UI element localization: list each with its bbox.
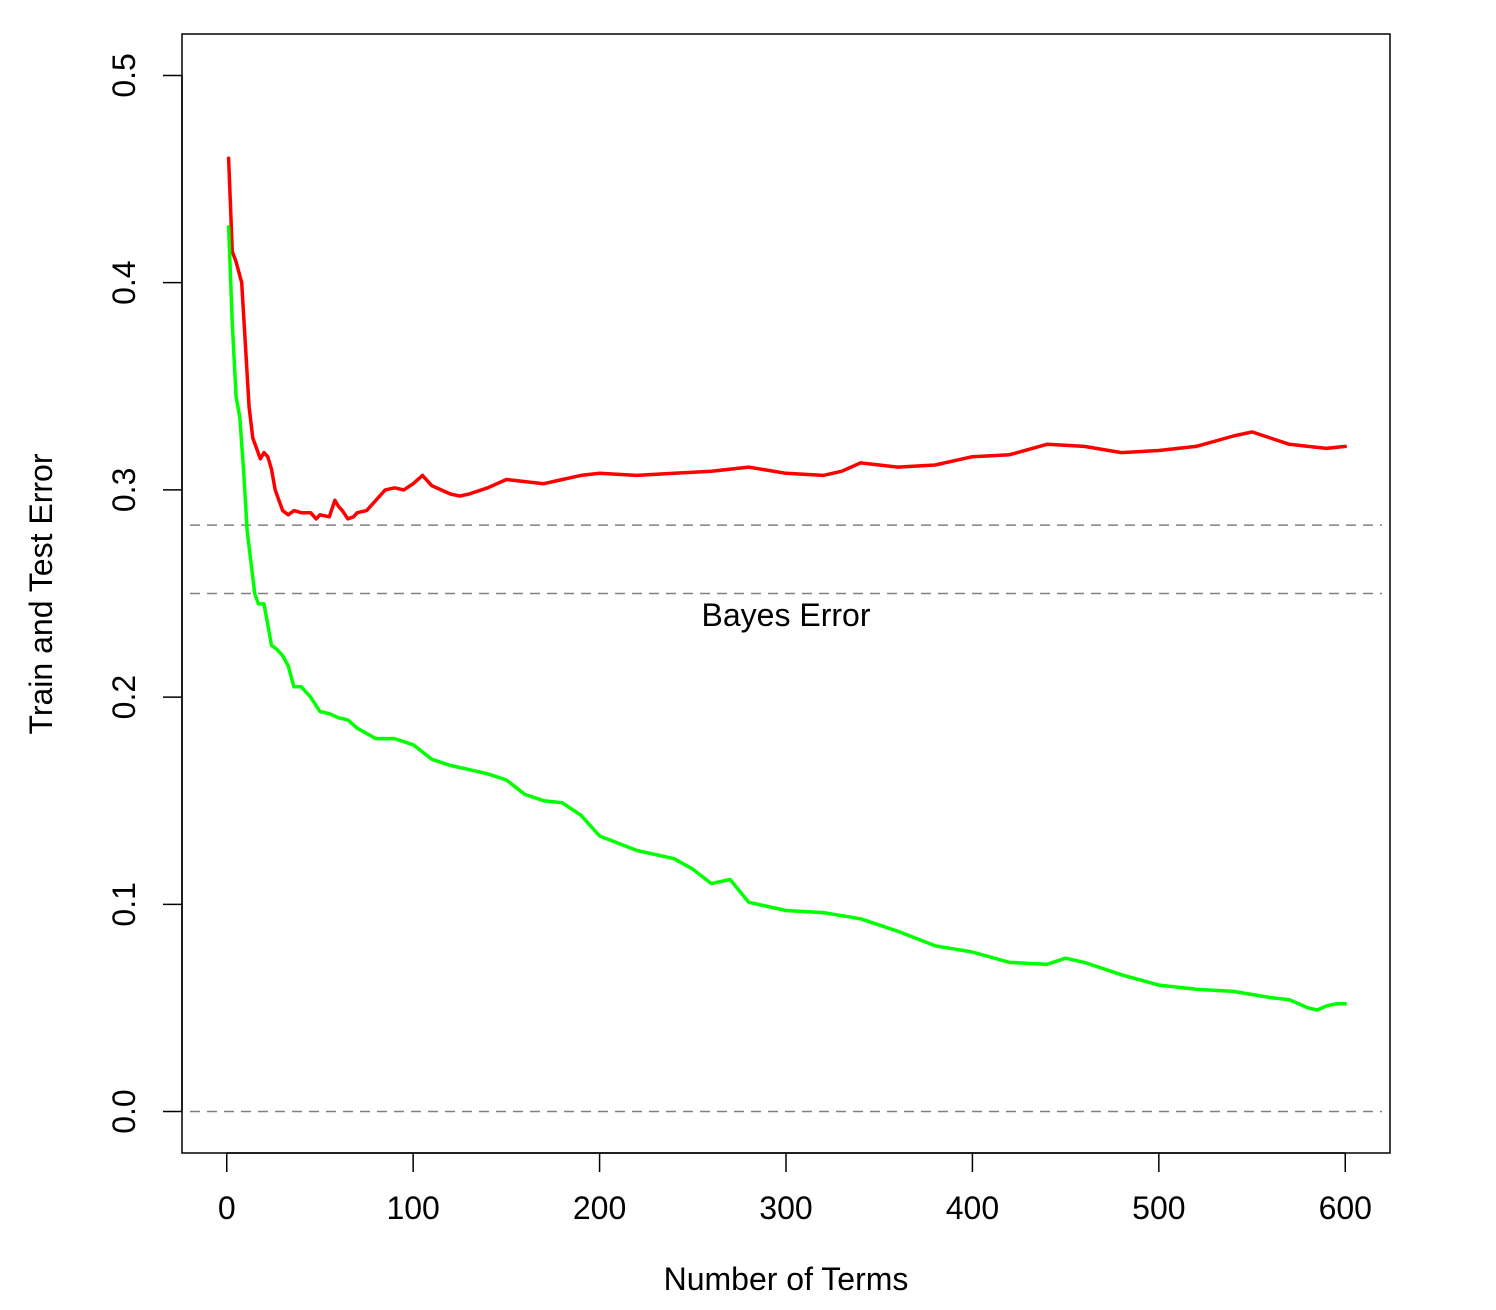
x-tick-label: 0 (218, 1190, 236, 1226)
x-tick-label: 100 (386, 1190, 439, 1226)
x-axis: 0 100 200 300 400 500 600 (218, 1152, 1372, 1226)
x-tick-label: 200 (573, 1190, 626, 1226)
x-tick-label: 400 (946, 1190, 999, 1226)
series-line (226, 224, 1348, 1012)
y-tick-label: 0.3 (106, 468, 142, 512)
y-axis: 0.0 0.1 0.2 0.3 0.4 0.5 (106, 53, 183, 1134)
series-line (226, 156, 1348, 521)
reference-lines (190, 524, 1382, 1113)
y-tick-label: 0.2 (106, 675, 142, 719)
y-tick-label: 0.5 (106, 53, 142, 97)
x-axis-title: Number of Terms (664, 1261, 909, 1297)
series-layer (226, 156, 1348, 1012)
annotation-layer: Bayes Error (702, 597, 871, 633)
x-tick-label: 500 (1132, 1190, 1185, 1226)
x-tick-label: 600 (1319, 1190, 1372, 1226)
y-tick-label: 0.0 (106, 1089, 142, 1133)
y-axis-title: Train and Test Error (23, 453, 59, 734)
x-tick-label: 300 (759, 1190, 812, 1226)
y-tick-label: 0.4 (106, 260, 142, 304)
bayes-error-label: Bayes Error (702, 597, 871, 633)
y-tick-label: 0.1 (106, 882, 142, 926)
